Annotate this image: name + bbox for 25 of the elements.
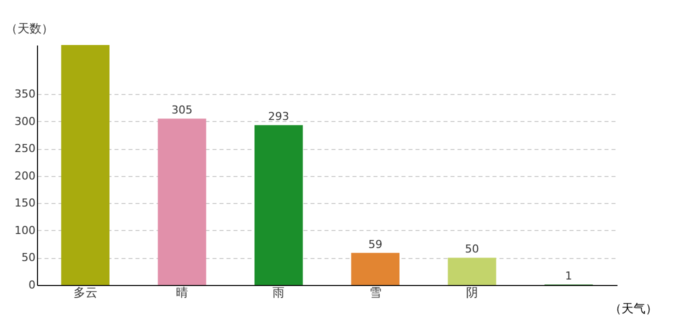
y-tick-label: 100 [14,224,36,237]
data-label: 305 [172,104,192,117]
bar [351,252,400,285]
data-label: 59 [368,238,382,251]
bar [61,45,110,285]
x-axis-title: （天气） [610,302,658,316]
y-tick-label: 0 [28,278,36,292]
y-tick-label: 350 [14,88,36,101]
y-tick-label: 200 [14,169,36,182]
data-label: 293 [268,110,290,124]
y-tick-label: 150 [14,196,36,210]
x-tick-label: 雨 [272,286,285,300]
y-tick-label: 300 [14,114,36,128]
bar [448,258,496,285]
x-tick-label: 阴 [466,286,478,300]
y-tick-label: 250 [14,142,36,156]
y-tick-label: 50 [22,251,36,264]
data-label: 1 [565,269,572,282]
x-tick-label: 雪 [369,286,382,300]
x-tick-label: 多云 [73,286,98,300]
bar [158,118,206,285]
data-label: 50 [465,242,479,256]
y-axis-title: （天数） [6,22,54,36]
x-tick-label: 晴 [176,286,188,300]
bar [254,125,303,285]
